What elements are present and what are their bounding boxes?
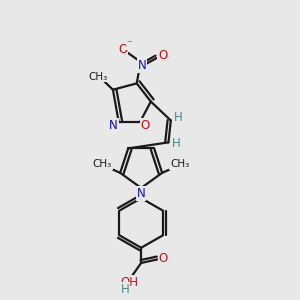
- Text: H: H: [174, 111, 183, 124]
- Text: CH₃: CH₃: [88, 72, 108, 82]
- Text: O: O: [141, 119, 150, 132]
- Text: N: N: [138, 59, 146, 72]
- Text: H: H: [121, 283, 129, 296]
- Text: CH₃: CH₃: [170, 159, 190, 169]
- Text: H: H: [172, 137, 181, 150]
- Text: O: O: [118, 43, 128, 56]
- Text: N: N: [109, 119, 118, 132]
- Text: CH₃: CH₃: [93, 159, 112, 169]
- Text: O: O: [158, 49, 167, 62]
- Text: OH: OH: [120, 276, 138, 289]
- Text: ⁻: ⁻: [126, 39, 132, 49]
- Text: O: O: [159, 252, 168, 265]
- Text: N: N: [137, 187, 146, 200]
